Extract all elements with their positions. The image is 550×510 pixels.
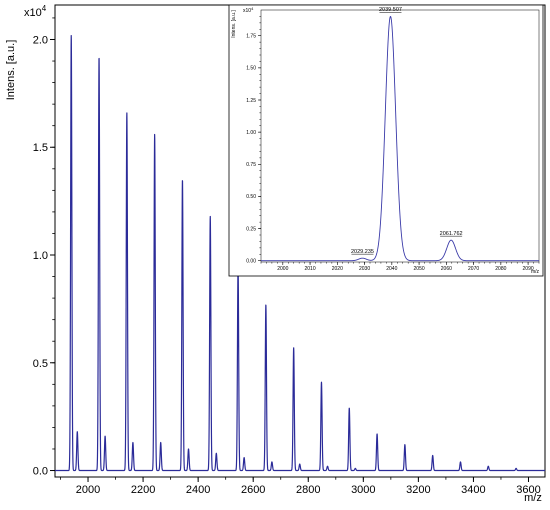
inset-y-tick-label: 0.25 (246, 226, 256, 232)
main-x-tick-label: 2000 (76, 484, 100, 496)
main-y-tick-label: 0.5 (33, 358, 48, 370)
main-y-axis-label: Intens. [a.u.] (5, 40, 17, 101)
inset-spectrum-line (260, 15, 540, 262)
inset-plot: 0.00 0.25 0.50 0.75 1.00 1.25 1.50 1.75 2000 201… (228, 4, 544, 277)
main-x-tick-label: 2400 (186, 484, 210, 496)
inset-x-tick-label: 2080 (495, 266, 506, 272)
inset-y-axis-ticks: 0.00 0.25 0.50 0.75 1.00 1.25 1.50 1.75 (246, 16, 261, 265)
inset-peak-label: 2029.235 (351, 249, 374, 255)
main-y-tick-label: 1.5 (33, 142, 48, 154)
inset-x-tick-label: 2020 (332, 266, 343, 272)
inset-x-axis-ticks: 2000 2010 2020 2030 2040 2050 2060 2070 2080 2090 (260, 262, 540, 272)
inset-x-tick-label: 2040 (386, 266, 397, 272)
inset-y-tick-label: 1.75 (246, 34, 256, 40)
inset-peak-label: 2039.507 (379, 7, 402, 13)
inset-x-tick-label: 2060 (441, 266, 452, 272)
main-x-tick-label: 2800 (296, 484, 320, 496)
inset-y-tick-label: 0.00 (246, 259, 256, 265)
inset-y-tick-label: 0.50 (246, 194, 256, 200)
main-y-multiplier: x104 (24, 4, 47, 19)
inset-plot-frame (260, 9, 540, 263)
inset-peak-label: 2061.762 (440, 231, 463, 237)
inset-x-tick-label: 2010 (304, 266, 315, 272)
inset-y-tick-label: 0.75 (246, 162, 256, 168)
main-x-tick-label: 3600 (516, 484, 540, 496)
inset-x-tick-label: 2030 (359, 266, 370, 272)
main-spectrum-line (54, 34, 546, 472)
inset-peak-labels: 2029.235 2039.507 2061.762 (351, 7, 463, 255)
inset-x-tick-label: 2090 (523, 266, 534, 272)
inset-outer-frame (228, 4, 544, 277)
inset-x-tick-label: 2000 (277, 266, 288, 272)
main-y-tick-label: 2.0 (33, 34, 48, 46)
inset-y-tick-label: 1.25 (246, 98, 256, 104)
main-x-tick-label: 3200 (406, 484, 430, 496)
main-y-tick-label: 0.0 (33, 466, 48, 478)
main-y-axis-ticks: 0.0 0.5 1.0 1.5 2.0 (33, 17, 55, 478)
main-x-axis-label: m/z (524, 492, 542, 504)
inset-y-axis-label: Intens. [a.u.] (231, 10, 237, 38)
inset-background (229, 5, 543, 276)
main-x-tick-label: 3400 (461, 484, 485, 496)
main-x-tick-label: 2200 (131, 484, 155, 496)
main-x-axis-ticks: 2000 2200 2400 2600 2800 3000 3200 3400 3600 (60, 477, 541, 496)
main-x-tick-label: 3000 (351, 484, 375, 496)
inset-x-tick-label: 2070 (468, 266, 479, 272)
inset-y-tick-label: 1.00 (246, 130, 256, 136)
main-y-tick-label: 1.0 (33, 250, 48, 262)
inset-x-tick-label: 2050 (414, 266, 425, 272)
inset-y-tick-label: 1.50 (246, 66, 256, 72)
main-plot: 0.0 0.5 1.0 1.5 2.0 2000 2200 2400 2600 2800 3000… (5, 4, 546, 504)
main-x-tick-label: 2600 (241, 484, 265, 496)
inset-x-axis-label: m/z (531, 269, 540, 275)
inset-y-multiplier: x104 (243, 6, 254, 14)
